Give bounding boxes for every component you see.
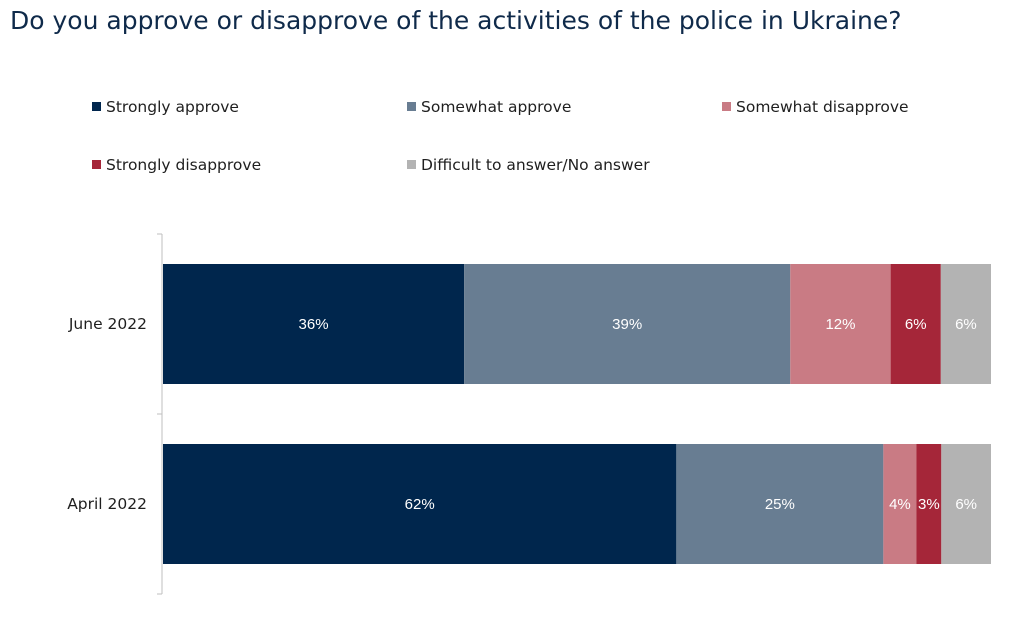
legend-label: Strongly approve bbox=[106, 98, 239, 116]
bar-segment bbox=[464, 264, 791, 384]
bar-segment bbox=[890, 264, 941, 384]
legend-swatch bbox=[92, 102, 101, 111]
data-label: 62% bbox=[405, 496, 435, 513]
bar-segment bbox=[790, 264, 891, 384]
bar-segment bbox=[676, 444, 884, 564]
data-label: 39% bbox=[612, 316, 642, 333]
bar-segment bbox=[941, 444, 991, 564]
legend-label: Somewhat approve bbox=[421, 98, 571, 116]
bar-segment bbox=[163, 444, 677, 564]
data-label: 25% bbox=[765, 496, 795, 513]
legend-swatch bbox=[722, 102, 731, 111]
data-label: 36% bbox=[299, 316, 329, 333]
legend-label: Strongly disapprove bbox=[106, 156, 261, 174]
bar-segment bbox=[940, 264, 991, 384]
data-label: 12% bbox=[825, 316, 855, 333]
bars: June 2022 36% 39% 12% 6% 6% April 2022 62% 25% 4%… bbox=[67, 264, 991, 564]
bar-segment bbox=[916, 444, 942, 564]
legend-swatch bbox=[407, 160, 416, 169]
category-label: April 2022 bbox=[67, 495, 147, 513]
bar-segment bbox=[883, 444, 917, 564]
data-label: 6% bbox=[905, 316, 927, 333]
legend-label: Difficult to answer/No answer bbox=[421, 156, 650, 174]
legend-swatch bbox=[407, 102, 416, 111]
chart-title: Do you approve or disapprove of the acti… bbox=[10, 6, 902, 35]
legend-swatch bbox=[92, 160, 101, 169]
category-axis bbox=[157, 233, 163, 595]
data-label: 3% bbox=[918, 496, 940, 513]
category-label: June 2022 bbox=[68, 315, 147, 333]
data-label: 6% bbox=[955, 316, 977, 333]
legend: Strongly approve Somewhat approve Somewhat… bbox=[92, 98, 909, 174]
data-label: 4% bbox=[889, 496, 911, 513]
data-label: 6% bbox=[955, 496, 977, 513]
bar-segment bbox=[163, 264, 465, 384]
legend-label: Somewhat disapprove bbox=[736, 98, 909, 116]
